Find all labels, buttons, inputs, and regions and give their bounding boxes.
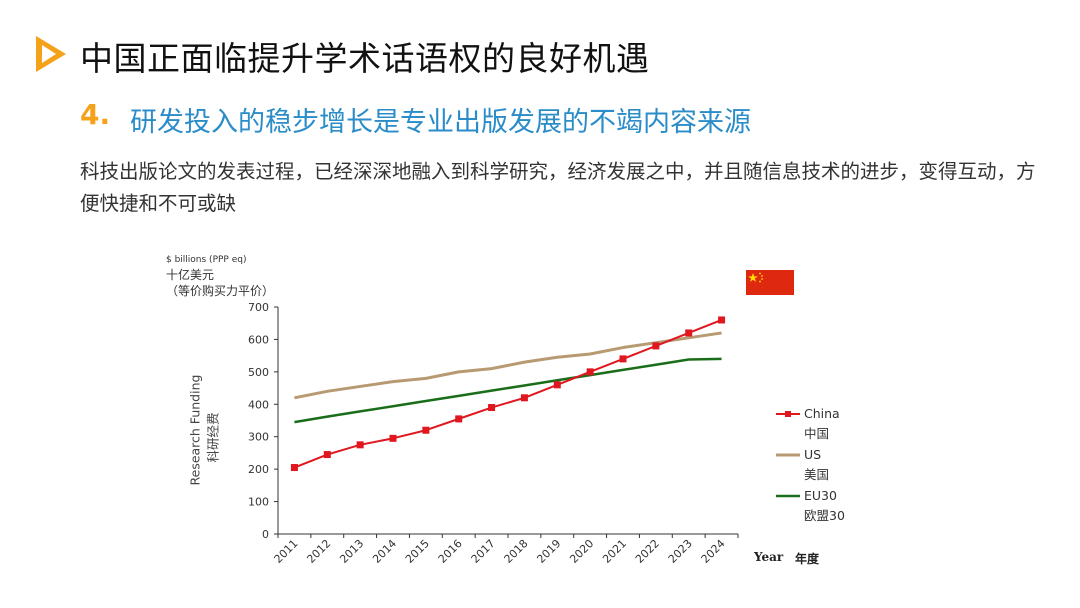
legend-label-us: US: [804, 447, 822, 462]
subtitle-number: 4.: [80, 98, 111, 131]
data-point-china: [586, 368, 594, 376]
x-tick-label: 2023: [666, 537, 695, 566]
y-tick-label: 600: [248, 333, 269, 346]
y-tick-label: 100: [248, 496, 269, 509]
legend-swatch-china: [776, 411, 800, 417]
subtitle-text: 研发投入的稳步增长是专业出版发展的不竭内容来源: [130, 107, 751, 138]
data-point-china: [619, 355, 627, 363]
series-line-us: [294, 331, 722, 400]
legend-label-china: China: [804, 406, 840, 421]
x-tick-label: 2022: [633, 537, 662, 566]
x-tick-label: 2011: [272, 537, 301, 566]
chart-unit-label-cn-note: （等价购买力平价）: [166, 284, 275, 298]
x-axis-label-cn: 年度: [795, 552, 820, 566]
data-point-china: [356, 441, 364, 449]
data-point-china: [422, 426, 430, 434]
series-line-eu30: [294, 357, 722, 424]
x-tick-label: 2018: [502, 537, 531, 566]
legend-label-us-cn: 美国: [804, 467, 830, 482]
chart-unit-label-cn: 十亿美元: [166, 268, 215, 282]
x-tick-label: 2024: [699, 537, 728, 566]
y-tick-label: 500: [248, 366, 269, 379]
x-tick-label: 2017: [469, 537, 498, 566]
data-point-china: [323, 451, 331, 459]
data-point-china: [455, 415, 463, 423]
legend-label-eu30: EU30: [804, 488, 837, 503]
x-tick-label: 2016: [436, 537, 465, 566]
legend-label-eu30-cn: 欧盟30: [804, 508, 845, 523]
legend-swatch-us: [776, 453, 800, 457]
title-bullet-icon: [36, 36, 66, 72]
data-point-china: [520, 394, 528, 402]
series-line-china: [294, 319, 722, 469]
x-tick-label: 2012: [304, 537, 333, 566]
legend-label-china-cn: 中国: [804, 426, 830, 441]
x-tick-label: 2014: [370, 537, 399, 566]
x-tick-label: 2020: [567, 537, 596, 566]
x-tick-label: 2015: [403, 537, 432, 566]
body-paragraph: 科技出版论文的发表过程，已经深深地融入到科学研究，经济发展之中，并且随信息技术的…: [80, 160, 1036, 215]
x-tick-label: 2019: [534, 537, 563, 566]
legend-swatch-eu30: [776, 494, 800, 498]
china-flag-icon: [746, 270, 794, 295]
y-tick-label: 700: [248, 301, 269, 314]
data-point-china: [685, 329, 693, 337]
data-point-china: [652, 342, 660, 350]
y-tick-label: 0: [262, 528, 269, 541]
data-point-china: [290, 464, 298, 472]
data-point-china: [389, 434, 397, 442]
data-point-china: [553, 381, 561, 389]
x-tick-label: 2013: [337, 537, 366, 566]
x-tick-label: 2021: [600, 537, 629, 566]
page-title: 中国正面临提升学术话语权的良好机遇: [80, 39, 650, 78]
data-point-china: [718, 316, 726, 324]
x-axis-label-en: Year: [754, 550, 784, 564]
data-point-china: [488, 404, 496, 412]
y-tick-label: 200: [248, 463, 269, 476]
y-tick-label: 300: [248, 431, 269, 444]
chart-unit-label-en: $ billions (PPP eq): [166, 255, 247, 265]
y-tick-label: 400: [248, 398, 269, 411]
